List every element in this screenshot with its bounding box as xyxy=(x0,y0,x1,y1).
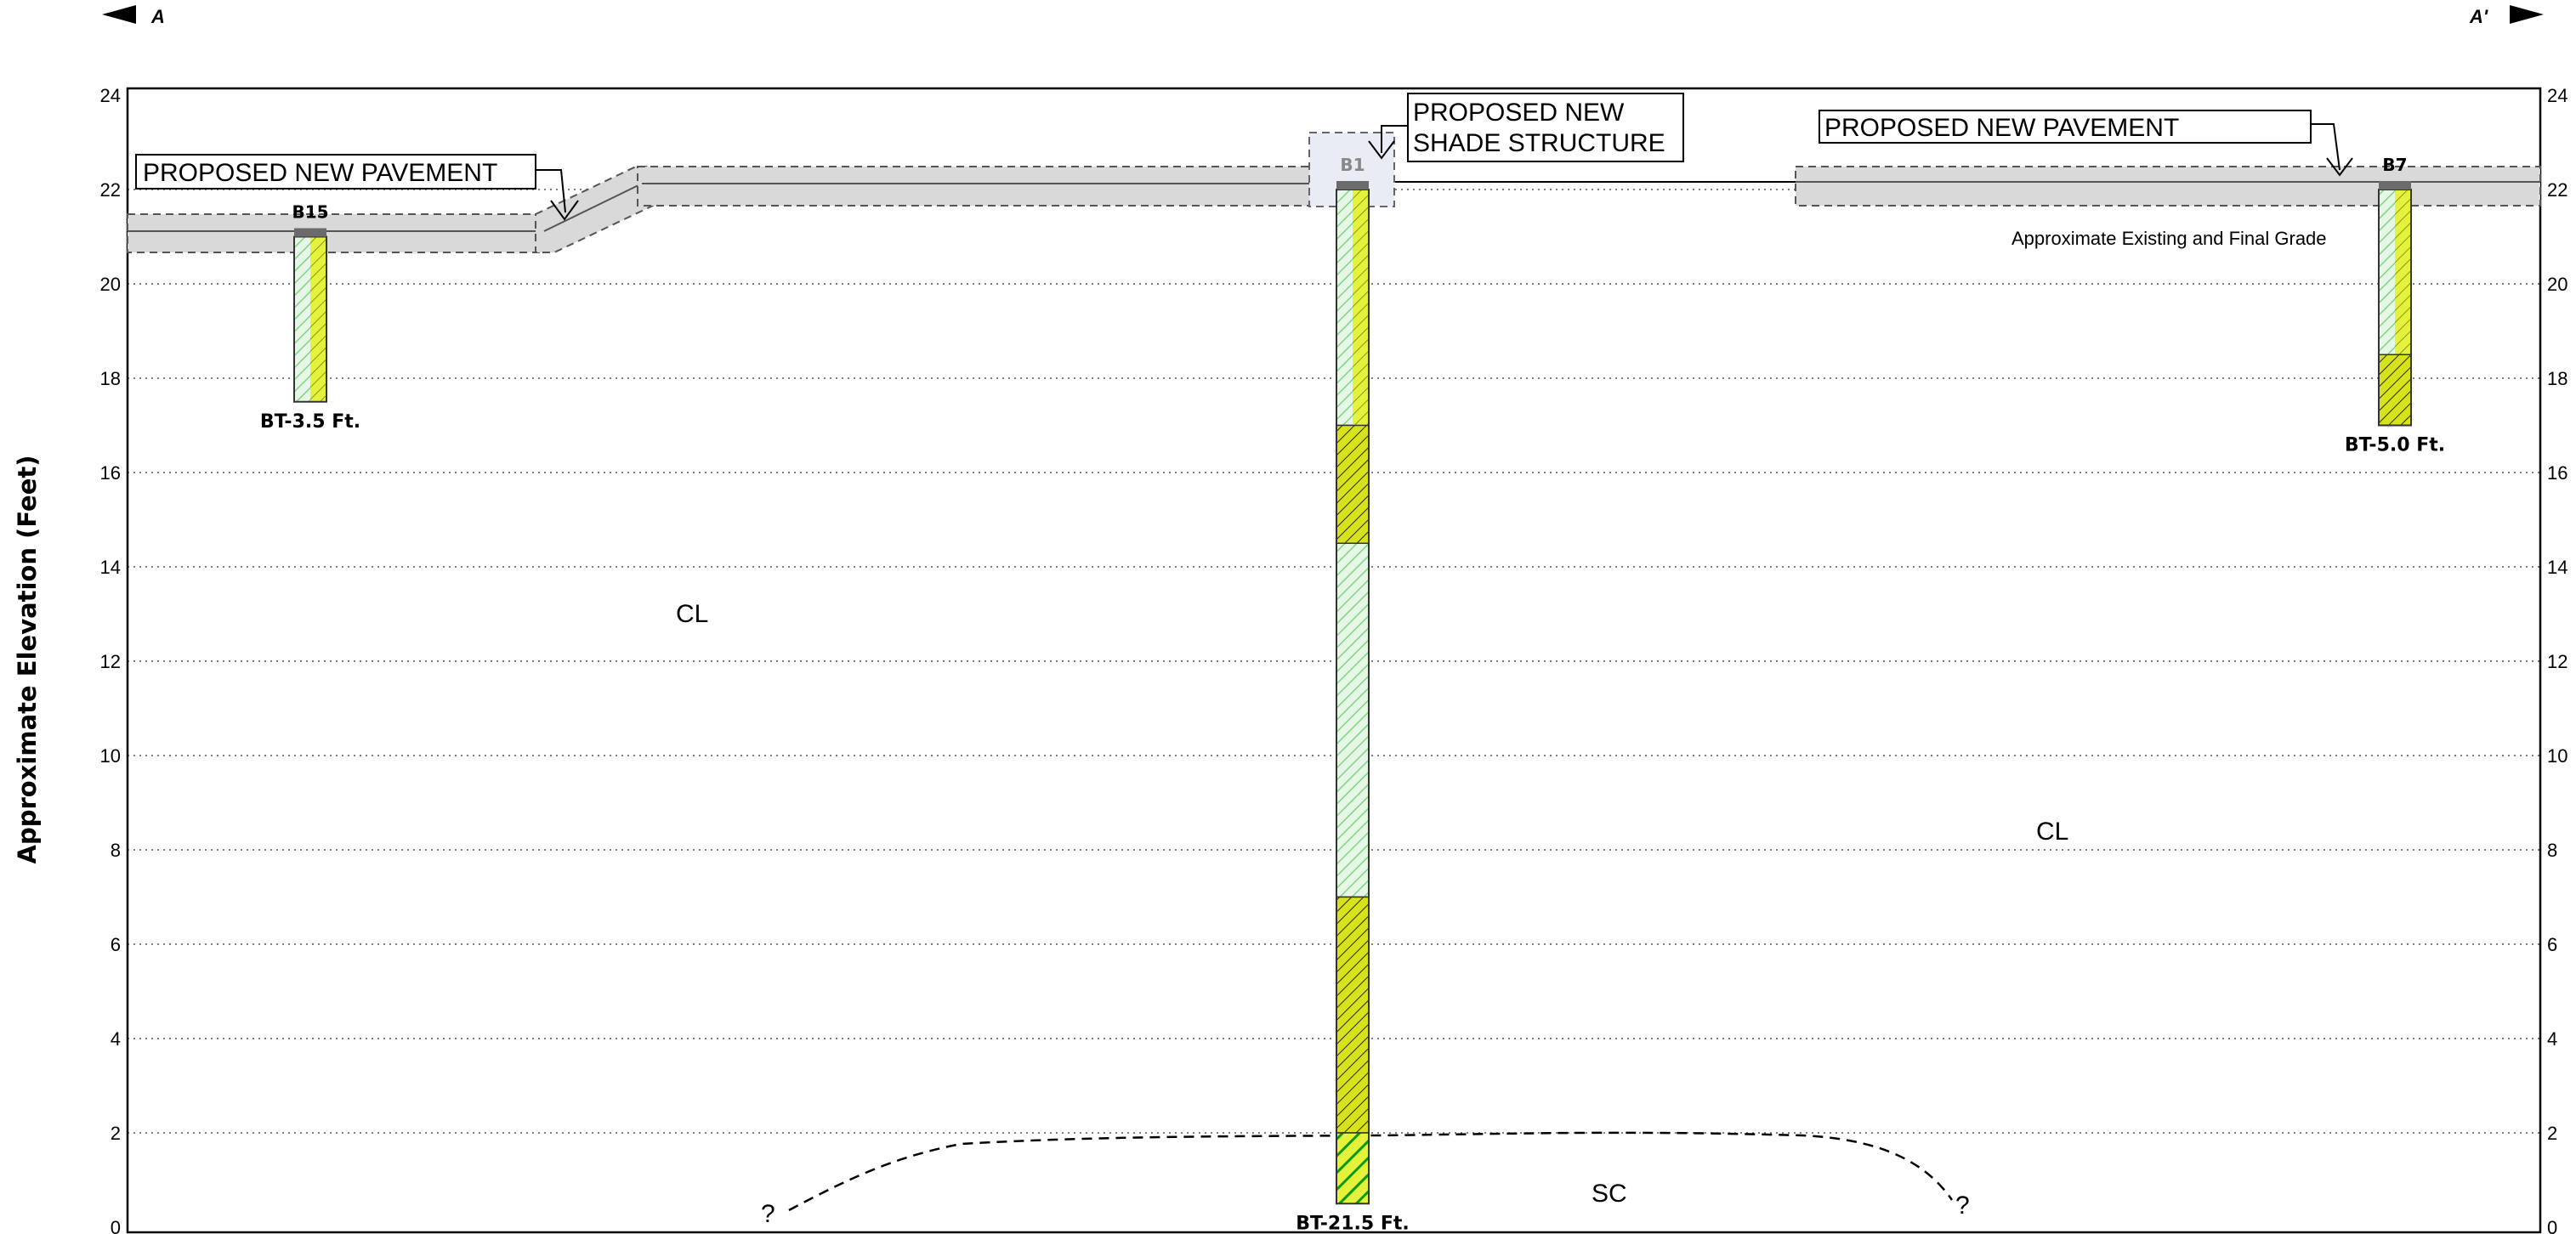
y-tick-label-left: 16 xyxy=(100,462,121,484)
y-tick-label-right: 20 xyxy=(2547,274,2567,295)
leader-line xyxy=(2311,123,2341,171)
callout-text-line2: SHADE STRUCTURE xyxy=(1413,129,1665,157)
callout-pavement-right: PROPOSED NEW PAVEMENT xyxy=(1819,110,2353,177)
y-tick-label-left: 8 xyxy=(111,840,121,861)
leader-arrowhead xyxy=(2326,157,2353,177)
section-marker-start: A xyxy=(102,5,165,27)
callout-shade-structure: PROPOSED NEW SHADE STRUCTURE xyxy=(1368,93,1684,162)
boring-cap xyxy=(294,228,326,237)
y-tick-label-right: 24 xyxy=(2547,85,2567,106)
y-tick-label-right: 6 xyxy=(2547,934,2557,955)
callout-text: PROPOSED NEW PAVEMENT xyxy=(143,159,497,187)
leader-line xyxy=(1381,125,1408,153)
callout-box xyxy=(1819,110,2312,144)
boring-layer xyxy=(1336,1132,1370,1204)
boring-b15: B15 BT-3.5 Ft. xyxy=(260,202,360,433)
boring-layer-accent xyxy=(2395,190,2411,355)
boring-b7: B7 BT-5.0 Ft. xyxy=(2345,155,2445,456)
grade-note: Approximate Existing and Final Grade xyxy=(2011,228,2327,249)
y-tick-label-left: 20 xyxy=(100,274,121,295)
y-tick-label-right: 0 xyxy=(2547,1217,2557,1234)
y-tick-label-left: 18 xyxy=(100,368,121,389)
boring-b1: B1 BT-21.5 Ft. xyxy=(1296,155,1410,1234)
soil-label-cl-left: CL xyxy=(676,600,708,628)
y-tick-label-right: 16 xyxy=(2547,462,2567,484)
boring-depth-label: BT-21.5 Ft. xyxy=(1296,1213,1410,1234)
pavement-ramp xyxy=(535,166,654,253)
y-tick-label-right: 18 xyxy=(2547,368,2567,389)
callout-text-line1: PROPOSED NEW xyxy=(1413,99,1625,127)
boring-layer xyxy=(1336,424,1370,544)
boring-layer xyxy=(2378,354,2412,427)
pavement-segment-middle xyxy=(637,166,1353,207)
y-tick-label-right: 4 xyxy=(2547,1028,2557,1050)
inferred-sc-boundary xyxy=(788,1131,1954,1212)
leader-arrowhead xyxy=(1368,140,1395,160)
y-tick-label-left: 10 xyxy=(100,745,121,767)
y-tick-label-left: 2 xyxy=(111,1123,121,1144)
boring-cap xyxy=(2379,181,2411,190)
boring-name-label: B7 xyxy=(2382,155,2407,175)
boring-cap xyxy=(1336,181,1369,190)
y-tick-label-left: 24 xyxy=(100,85,121,106)
boring-depth-label: BT-3.5 Ft. xyxy=(260,411,360,433)
callout-box xyxy=(135,154,536,190)
boring-layer-accent xyxy=(310,236,326,402)
pavement xyxy=(127,166,2541,253)
callout-pavement-left: PROPOSED NEW PAVEMENT xyxy=(135,154,579,221)
y-tick-label-right: 2 xyxy=(2547,1123,2557,1144)
callout-box xyxy=(1407,93,1684,162)
boring-name-label: B15 xyxy=(292,202,328,223)
boring-layer-accent xyxy=(1353,190,1369,426)
y-axis-label: Approximate Elevation (Feet) xyxy=(13,456,42,864)
borings: B15 BT-3.5 Ft. B1 BT-21.5 Ft. B7 BT-5.0 Ft. xyxy=(260,155,2445,1234)
y-tick-label-left: 6 xyxy=(111,934,121,955)
y-tick-label-right: 10 xyxy=(2547,745,2567,767)
leader-line xyxy=(536,169,566,213)
leader-arrowhead xyxy=(550,200,579,221)
y-tick-label-right: 8 xyxy=(2547,840,2557,861)
pavement-segment-right xyxy=(1795,166,2541,207)
grid xyxy=(128,189,2540,1134)
boring-depth-label: BT-5.0 Ft. xyxy=(2345,435,2445,456)
soil-label-cl-right: CL xyxy=(2036,818,2068,846)
section-start-label: A xyxy=(150,6,165,27)
boring-layer xyxy=(1336,542,1370,898)
arrow-right-icon xyxy=(2510,5,2544,24)
arrow-left-icon xyxy=(102,5,136,24)
y-tick-label-left: 12 xyxy=(100,651,121,672)
plot-frame xyxy=(126,87,2542,1234)
section-marker-end: A' xyxy=(2469,5,2544,27)
boring-layer xyxy=(1336,896,1370,1134)
soil-label-sc: SC xyxy=(1592,1180,1627,1208)
y-tick-label-left: 4 xyxy=(111,1028,121,1050)
y-tick-label-right: 14 xyxy=(2547,557,2567,578)
y-tick-label-left: 22 xyxy=(100,179,121,201)
y-tick-label-left: 0 xyxy=(111,1217,121,1234)
callout-text: PROPOSED NEW PAVEMENT xyxy=(1824,114,2179,142)
pavement-segment-left xyxy=(127,213,545,253)
pavement-ramp-centerline xyxy=(543,183,643,232)
boring-name-label: B1 xyxy=(1340,155,1365,175)
query-mark-right: ? xyxy=(1955,1192,1970,1220)
section-end-label: A' xyxy=(2469,6,2488,27)
query-mark-left: ? xyxy=(761,1200,775,1228)
y-tick-label-left: 14 xyxy=(100,557,121,578)
y-tick-label-right: 22 xyxy=(2547,179,2567,201)
y-tick-label-right: 12 xyxy=(2547,651,2567,672)
